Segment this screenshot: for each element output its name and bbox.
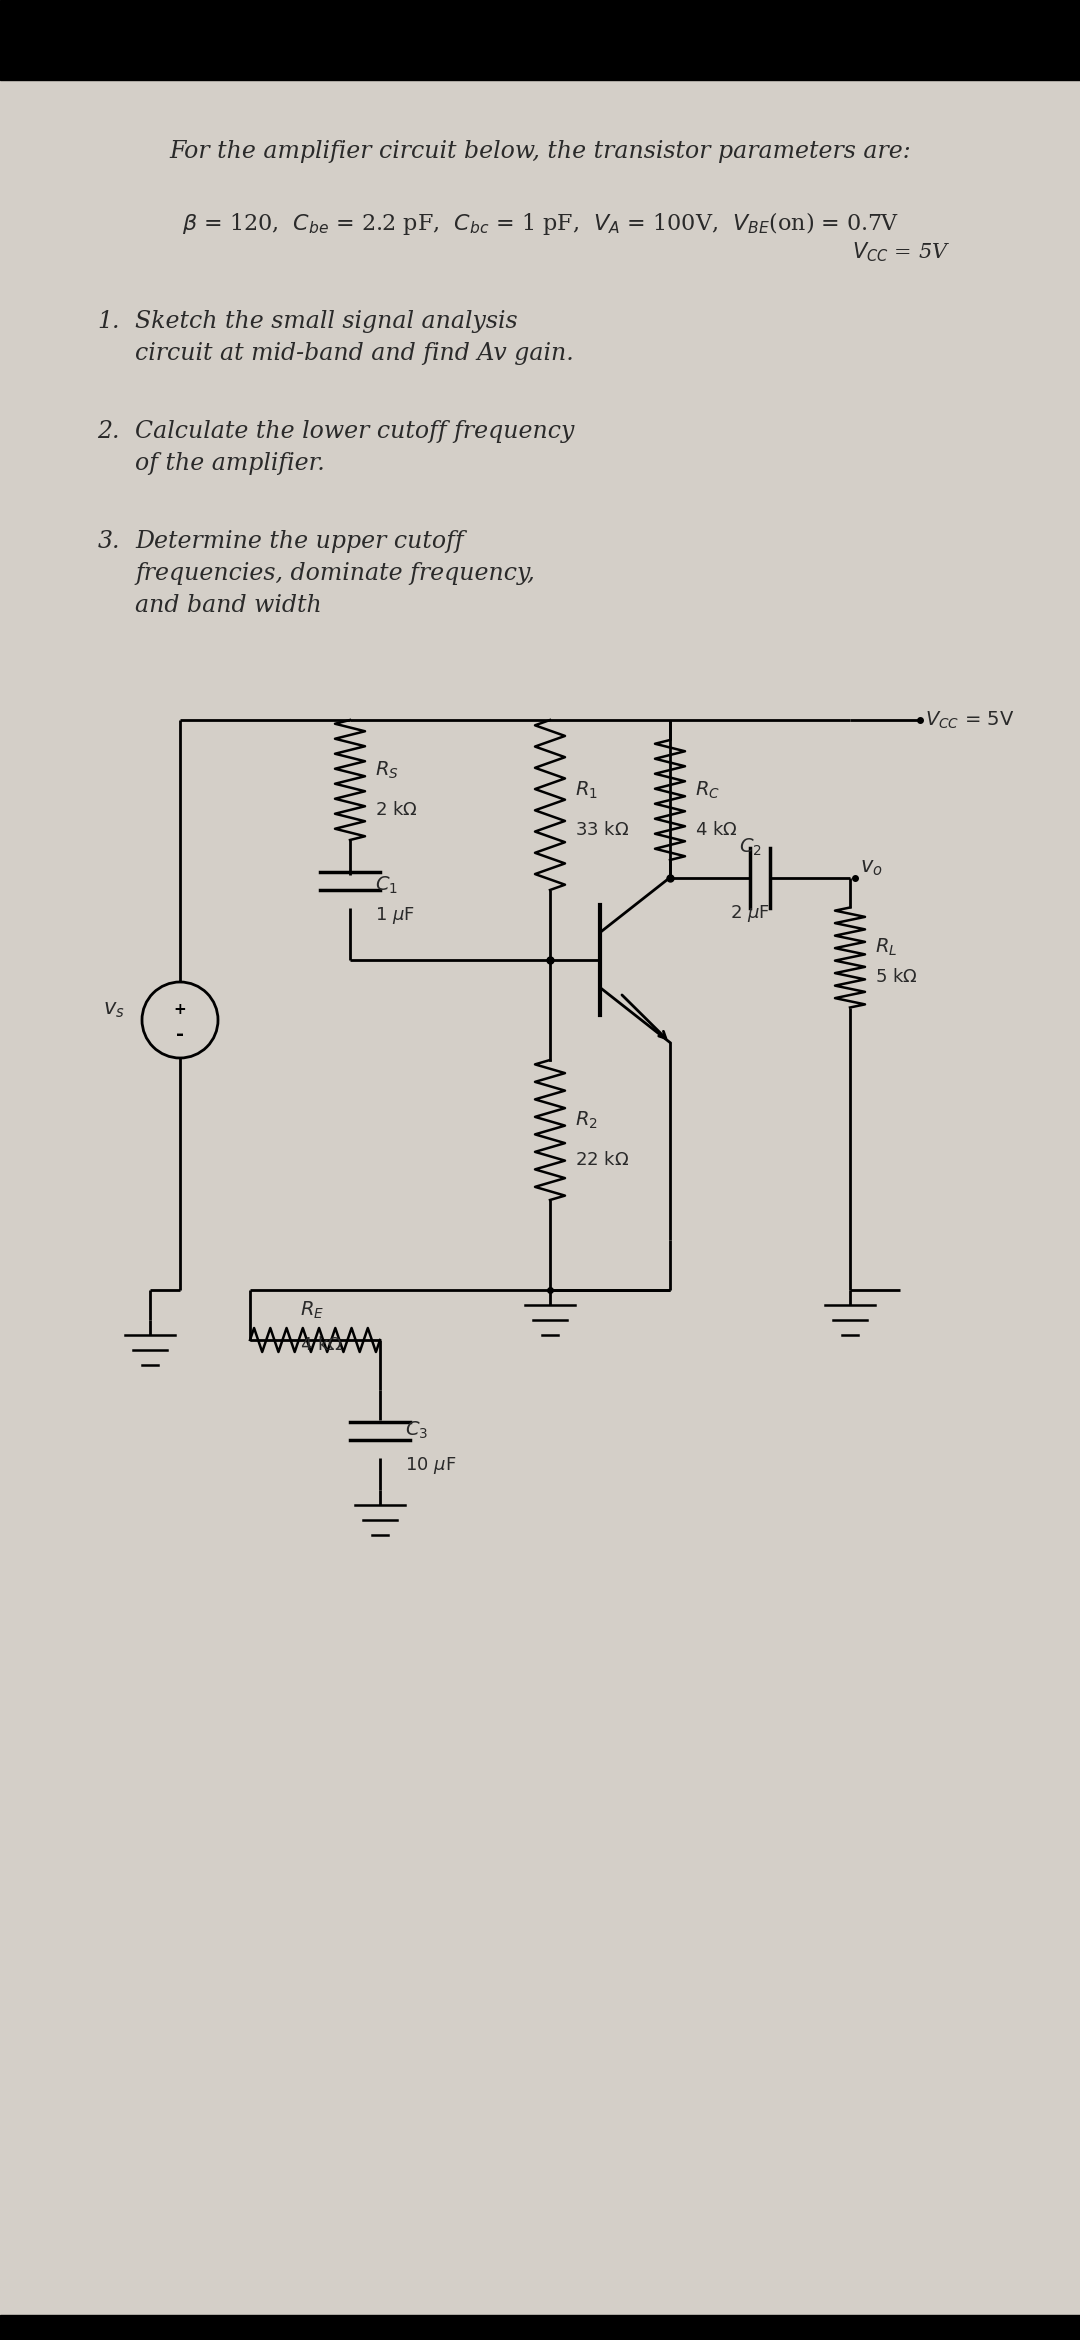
Text: $v_o$: $v_o$	[860, 856, 882, 878]
Text: 5 k$\Omega$: 5 k$\Omega$	[875, 969, 918, 987]
Text: $R_L$: $R_L$	[875, 936, 897, 957]
Text: Calculate the lower cutoff frequency
of the amplifier.: Calculate the lower cutoff frequency of …	[135, 419, 575, 475]
Text: 2 $\mu$F: 2 $\mu$F	[730, 903, 770, 924]
Text: $C_2$: $C_2$	[739, 835, 761, 856]
Text: 2.: 2.	[97, 419, 120, 442]
Text: $V_{CC}$ = 5V: $V_{CC}$ = 5V	[924, 709, 1014, 730]
Text: For the amplifier circuit below, the transistor parameters are:: For the amplifier circuit below, the tra…	[170, 140, 910, 164]
Text: +: +	[174, 1002, 187, 1018]
Text: $R_1$: $R_1$	[575, 779, 598, 800]
Text: $C_3$: $C_3$	[405, 1420, 428, 1441]
Text: $v_s$: $v_s$	[104, 999, 125, 1020]
Text: Sketch the small signal analysis
circuit at mid-band and find Av gain.: Sketch the small signal analysis circuit…	[135, 309, 573, 365]
Text: 1.: 1.	[97, 309, 120, 332]
Text: $\beta$ = 120,  $C_{be}$ = 2.2 pF,  $C_{bc}$ = 1 pF,  $V_A$ = 100V,  $V_{BE}$(on: $\beta$ = 120, $C_{be}$ = 2.2 pF, $C_{bc…	[181, 211, 899, 236]
Text: $R_2$: $R_2$	[575, 1109, 598, 1130]
Text: 1 $\mu$F: 1 $\mu$F	[375, 906, 415, 927]
Text: 4 k$\Omega$: 4 k$\Omega$	[696, 821, 738, 840]
Text: 4 k$\Omega$: 4 k$\Omega$	[300, 1336, 342, 1355]
Text: 33 k$\Omega$: 33 k$\Omega$	[575, 821, 629, 840]
Text: $R_S$: $R_S$	[375, 760, 399, 782]
Bar	[0, 0, 1080, 80]
Text: $R_C$: $R_C$	[696, 779, 720, 800]
Text: $V_{CC}$ = 5V: $V_{CC}$ = 5V	[852, 241, 950, 264]
Text: 22 k$\Omega$: 22 k$\Omega$	[575, 1151, 629, 1170]
Text: Determine the upper cutoff
frequencies, dominate frequency,
and band width: Determine the upper cutoff frequencies, …	[135, 529, 535, 618]
Text: 10 $\mu$F: 10 $\mu$F	[405, 1455, 456, 1477]
Text: -: -	[176, 1025, 184, 1044]
Text: 3.: 3.	[97, 529, 120, 552]
Bar	[0, 2314, 1080, 2340]
Text: $R_E$: $R_E$	[300, 1299, 324, 1320]
Text: 2 k$\Omega$: 2 k$\Omega$	[375, 800, 418, 819]
Text: $C_1$: $C_1$	[375, 875, 399, 896]
